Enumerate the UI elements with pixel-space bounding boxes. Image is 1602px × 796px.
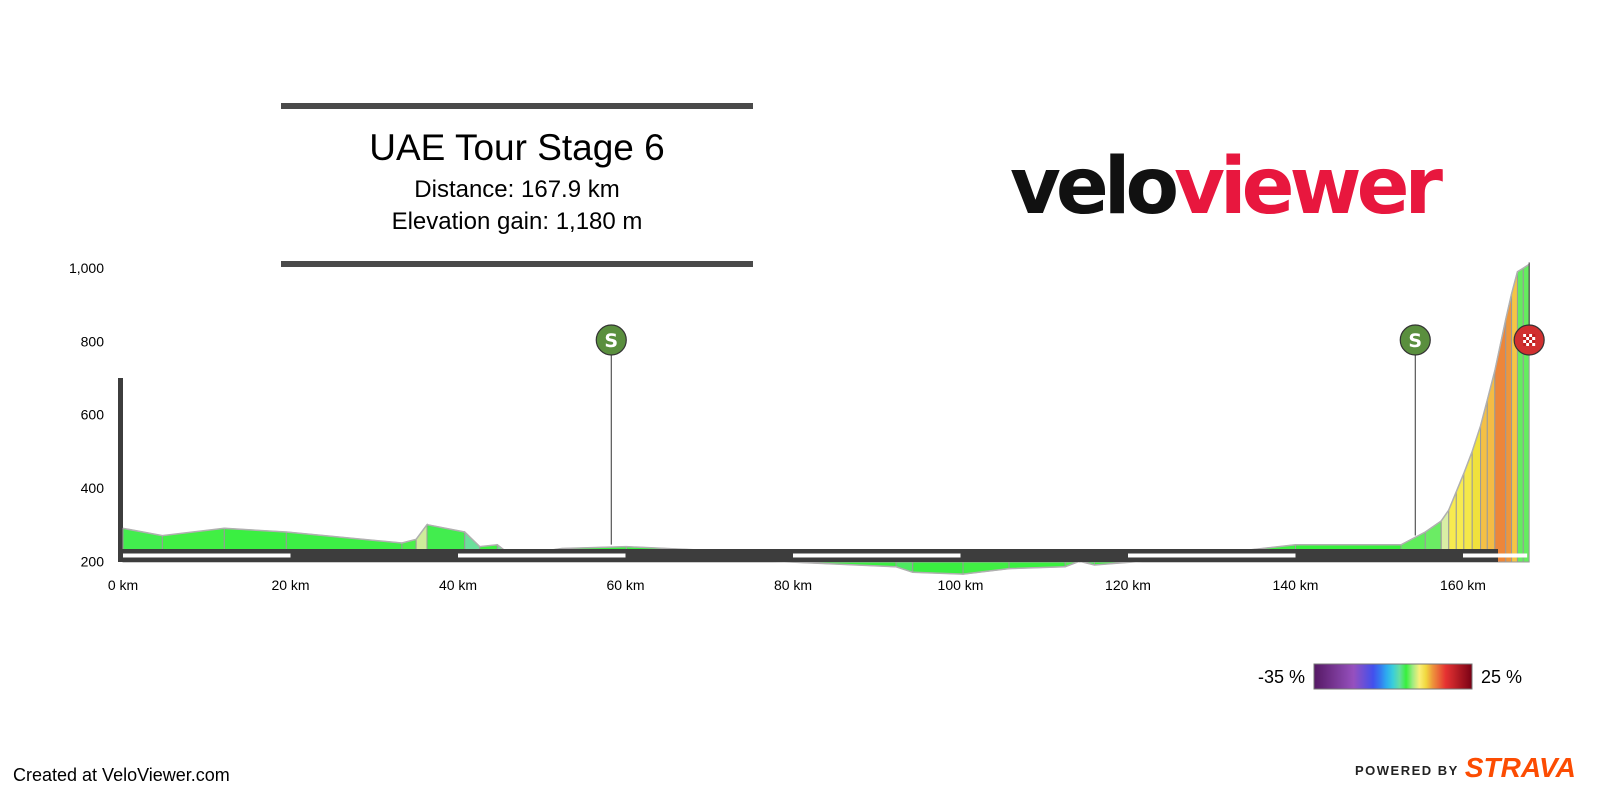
sprint-marker-circle bbox=[1399, 324, 1431, 356]
profile-segments bbox=[122, 263, 1530, 575]
x-tick-label: 60 km bbox=[606, 577, 644, 593]
y-axis-line bbox=[118, 378, 123, 562]
strava-logo: STRAVA bbox=[1464, 752, 1576, 783]
profile-segment bbox=[1494, 319, 1507, 563]
finish-checker-square bbox=[1526, 334, 1530, 337]
finish-checker-square bbox=[1532, 343, 1536, 346]
profile-outline bbox=[122, 263, 1530, 575]
x-tick-label: 0 km bbox=[108, 577, 138, 593]
finish-checker-square bbox=[1523, 334, 1527, 337]
x-tick-label: 120 km bbox=[1105, 577, 1151, 593]
created-at-text: Created at VeloViewer.com bbox=[13, 765, 230, 785]
y-tick-label: 600 bbox=[81, 407, 105, 423]
elevation-gain-text: Elevation gain: 1,180 m bbox=[391, 208, 643, 235]
finish-checker-square bbox=[1529, 337, 1533, 340]
sprint-icon: S bbox=[595, 324, 627, 356]
distance-stripe bbox=[1463, 553, 1528, 558]
distance-stripe bbox=[123, 553, 291, 558]
title-top-rule bbox=[281, 103, 753, 109]
sprint-marker-label: S bbox=[1408, 330, 1422, 352]
logo-viewer: viewer bbox=[1174, 142, 1443, 232]
distance-stripe bbox=[1128, 553, 1296, 558]
gradient-color-scale bbox=[1313, 663, 1473, 690]
title-bottom-rule bbox=[281, 261, 753, 267]
logo-velo: velo bbox=[1010, 142, 1179, 232]
profile-segment bbox=[1516, 267, 1524, 563]
profile-segment bbox=[1455, 473, 1465, 563]
y-tick-label: 400 bbox=[81, 480, 105, 496]
finish-checker-square bbox=[1529, 334, 1533, 337]
stage-title: UAE Tour Stage 6 bbox=[369, 127, 665, 168]
scale-max-label: 25 % bbox=[1481, 667, 1522, 687]
finish-checker-square bbox=[1526, 337, 1530, 340]
y-tick-label: 200 bbox=[81, 553, 105, 569]
x-tick-label: 140 km bbox=[1273, 577, 1319, 593]
finish-checker-square bbox=[1532, 334, 1536, 337]
scale-min-label: -35 % bbox=[1258, 667, 1305, 687]
powered-by-text: POWERED BY bbox=[1355, 763, 1459, 778]
finish-checker-square bbox=[1532, 337, 1536, 340]
profile-segment bbox=[1505, 293, 1513, 563]
finish-flag-icon bbox=[1513, 324, 1545, 356]
finish-checker-square bbox=[1523, 337, 1527, 340]
x-tick-label: 80 km bbox=[774, 577, 812, 593]
distance-stripe bbox=[458, 553, 626, 558]
x-tick-label: 20 km bbox=[271, 577, 309, 593]
finish-checker-square bbox=[1526, 340, 1530, 343]
profile-segment bbox=[1511, 271, 1518, 563]
finish-checker-square bbox=[1532, 340, 1536, 343]
title-box: UAE Tour Stage 6 Distance: 167.9 km Elev… bbox=[281, 103, 753, 267]
sprint-marker-circle bbox=[595, 324, 627, 356]
distance-stripe bbox=[793, 553, 961, 558]
finish-checker-square bbox=[1529, 343, 1533, 346]
finish-checker-square bbox=[1529, 340, 1533, 343]
x-tick-label: 100 km bbox=[938, 577, 984, 593]
sprint-marker-label: S bbox=[604, 330, 618, 352]
finish-checker-square bbox=[1523, 343, 1527, 346]
profile-segment bbox=[1522, 263, 1530, 563]
finish-checker-square bbox=[1526, 343, 1530, 346]
x-tick-label: 40 km bbox=[439, 577, 477, 593]
distance-text: Distance: 167.9 km bbox=[414, 176, 620, 203]
x-tick-label: 160 km bbox=[1440, 577, 1486, 593]
y-tick-label: 800 bbox=[81, 333, 105, 349]
finish-checker-square bbox=[1523, 340, 1527, 343]
profile-segment bbox=[962, 561, 1010, 575]
sprint-icon: S bbox=[1399, 324, 1431, 356]
profile-segment bbox=[1486, 370, 1496, 563]
y-tick-label: 1,000 bbox=[69, 260, 104, 276]
veloviewer-logo: veloviewer bbox=[1010, 148, 1443, 226]
strava-badge[interactable]: POWERED BY STRAVA bbox=[1355, 752, 1576, 784]
